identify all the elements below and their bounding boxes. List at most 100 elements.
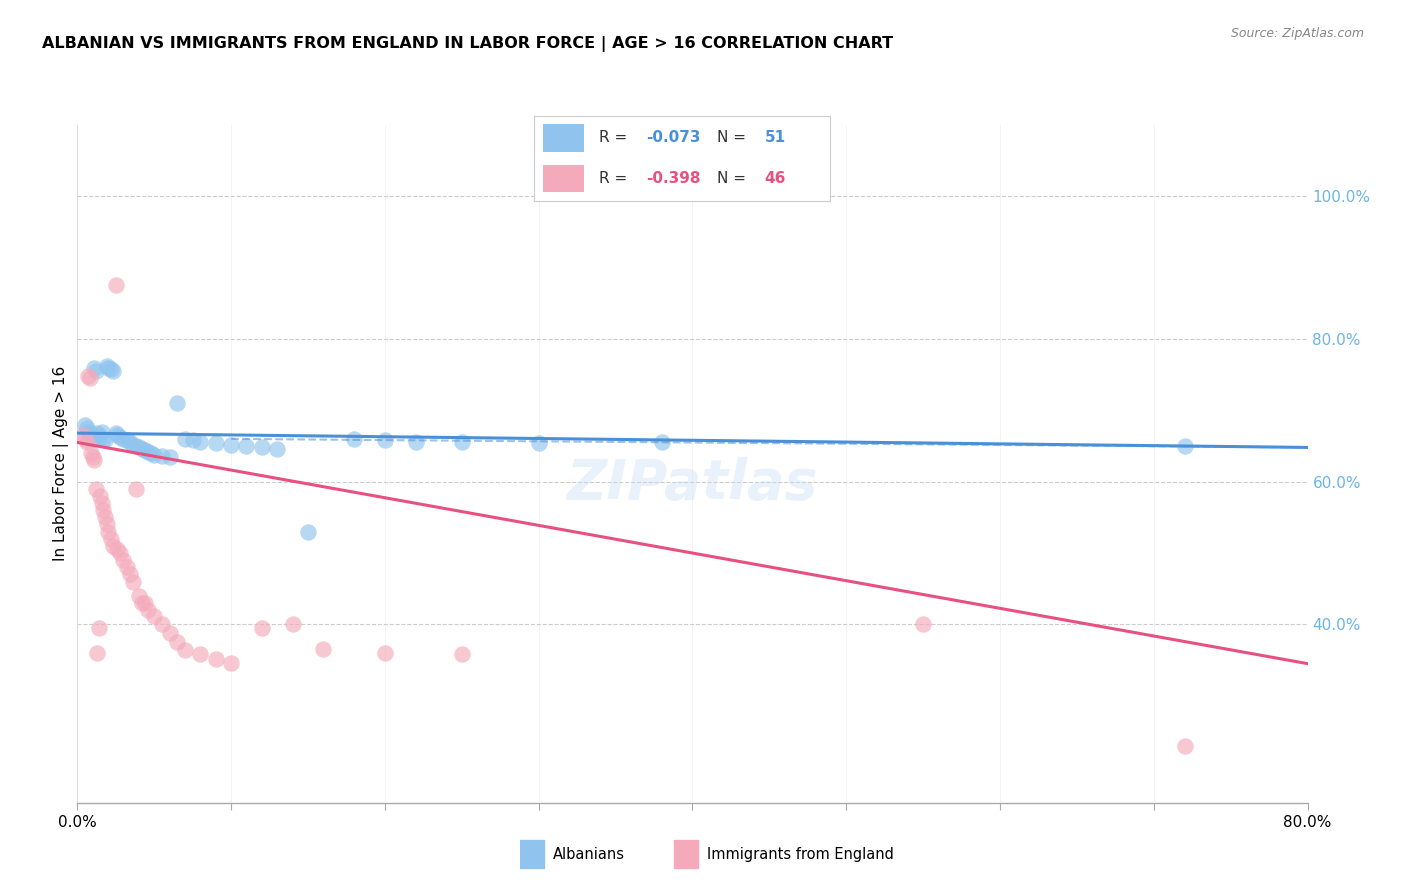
Text: -0.073: -0.073 <box>647 130 702 145</box>
Point <box>101 364 124 378</box>
Point <box>96 359 118 373</box>
Text: Albanians: Albanians <box>553 847 626 862</box>
Point <box>100 362 122 376</box>
Point <box>94 510 117 524</box>
Text: 51: 51 <box>765 130 786 145</box>
Point <box>159 626 181 640</box>
Point <box>101 539 124 553</box>
Text: ZIPatlas: ZIPatlas <box>567 458 818 511</box>
Point <box>651 434 673 449</box>
Point <box>73 432 96 446</box>
Point <box>250 621 273 635</box>
Text: Immigrants from England: Immigrants from England <box>707 847 894 862</box>
Point <box>115 560 138 574</box>
Point <box>93 503 115 517</box>
Point <box>204 436 226 450</box>
Point <box>100 532 122 546</box>
Point <box>143 448 166 462</box>
Point <box>174 432 197 446</box>
Point <box>110 546 132 560</box>
Point <box>128 589 150 603</box>
Bar <box>520 840 544 868</box>
Text: 46: 46 <box>765 171 786 186</box>
Point <box>89 430 111 444</box>
Point <box>73 417 96 432</box>
Point <box>204 651 226 665</box>
Point <box>79 426 101 441</box>
Point <box>105 542 128 557</box>
Point <box>86 646 108 660</box>
Point <box>79 371 101 385</box>
Point <box>131 596 153 610</box>
Point <box>450 648 472 662</box>
Text: R =: R = <box>599 130 627 145</box>
Point <box>527 436 550 450</box>
Point <box>266 442 288 456</box>
Point <box>166 634 188 648</box>
Point <box>118 435 141 450</box>
Point <box>343 432 366 446</box>
Point <box>90 496 114 510</box>
Point <box>105 428 128 442</box>
Point <box>77 425 100 439</box>
Point <box>97 524 120 539</box>
Bar <box>543 165 585 192</box>
Point <box>94 434 117 448</box>
Point <box>82 430 104 444</box>
Point <box>80 428 103 442</box>
Point <box>76 421 98 435</box>
Point <box>134 596 156 610</box>
Point <box>312 642 335 657</box>
Point <box>115 434 138 448</box>
Text: N =: N = <box>717 171 747 186</box>
Point <box>134 443 156 458</box>
Point <box>80 446 103 460</box>
Point <box>90 425 114 439</box>
Point <box>84 482 107 496</box>
Point <box>150 617 173 632</box>
Point <box>141 446 163 460</box>
Point <box>405 434 427 449</box>
Point <box>97 360 120 375</box>
Point <box>450 434 472 449</box>
Point <box>83 360 105 375</box>
Point <box>76 435 98 450</box>
Point <box>174 643 197 657</box>
Point <box>136 603 159 617</box>
Text: ALBANIAN VS IMMIGRANTS FROM ENGLAND IN LABOR FORCE | AGE > 16 CORRELATION CHART: ALBANIAN VS IMMIGRANTS FROM ENGLAND IN L… <box>42 36 893 52</box>
Point <box>166 396 188 410</box>
Point <box>219 437 242 451</box>
Text: N =: N = <box>717 130 747 145</box>
Point <box>110 430 132 444</box>
Point <box>235 439 257 453</box>
Point <box>104 278 127 293</box>
Bar <box>673 840 697 868</box>
Text: -0.398: -0.398 <box>647 171 702 186</box>
Point <box>87 428 110 442</box>
Point <box>84 364 107 378</box>
Point <box>104 426 127 441</box>
Y-axis label: In Labor Force | Age > 16: In Labor Force | Age > 16 <box>53 367 69 561</box>
Bar <box>543 124 585 152</box>
Point <box>89 489 111 503</box>
Point <box>912 617 935 632</box>
Point <box>82 450 104 464</box>
Point <box>72 428 94 442</box>
Point <box>136 444 159 458</box>
Text: R =: R = <box>599 171 627 186</box>
Point <box>121 574 143 589</box>
Point <box>112 553 135 567</box>
Point <box>131 442 153 456</box>
Point <box>87 621 110 635</box>
Point <box>374 646 396 660</box>
Point <box>83 453 105 467</box>
Point <box>181 434 204 448</box>
Point <box>188 648 212 662</box>
Point <box>86 426 108 441</box>
Point <box>125 439 148 453</box>
Point <box>1174 439 1197 453</box>
Point <box>118 567 141 582</box>
Point <box>143 608 166 623</box>
Point <box>125 482 148 496</box>
Point <box>1174 739 1197 753</box>
